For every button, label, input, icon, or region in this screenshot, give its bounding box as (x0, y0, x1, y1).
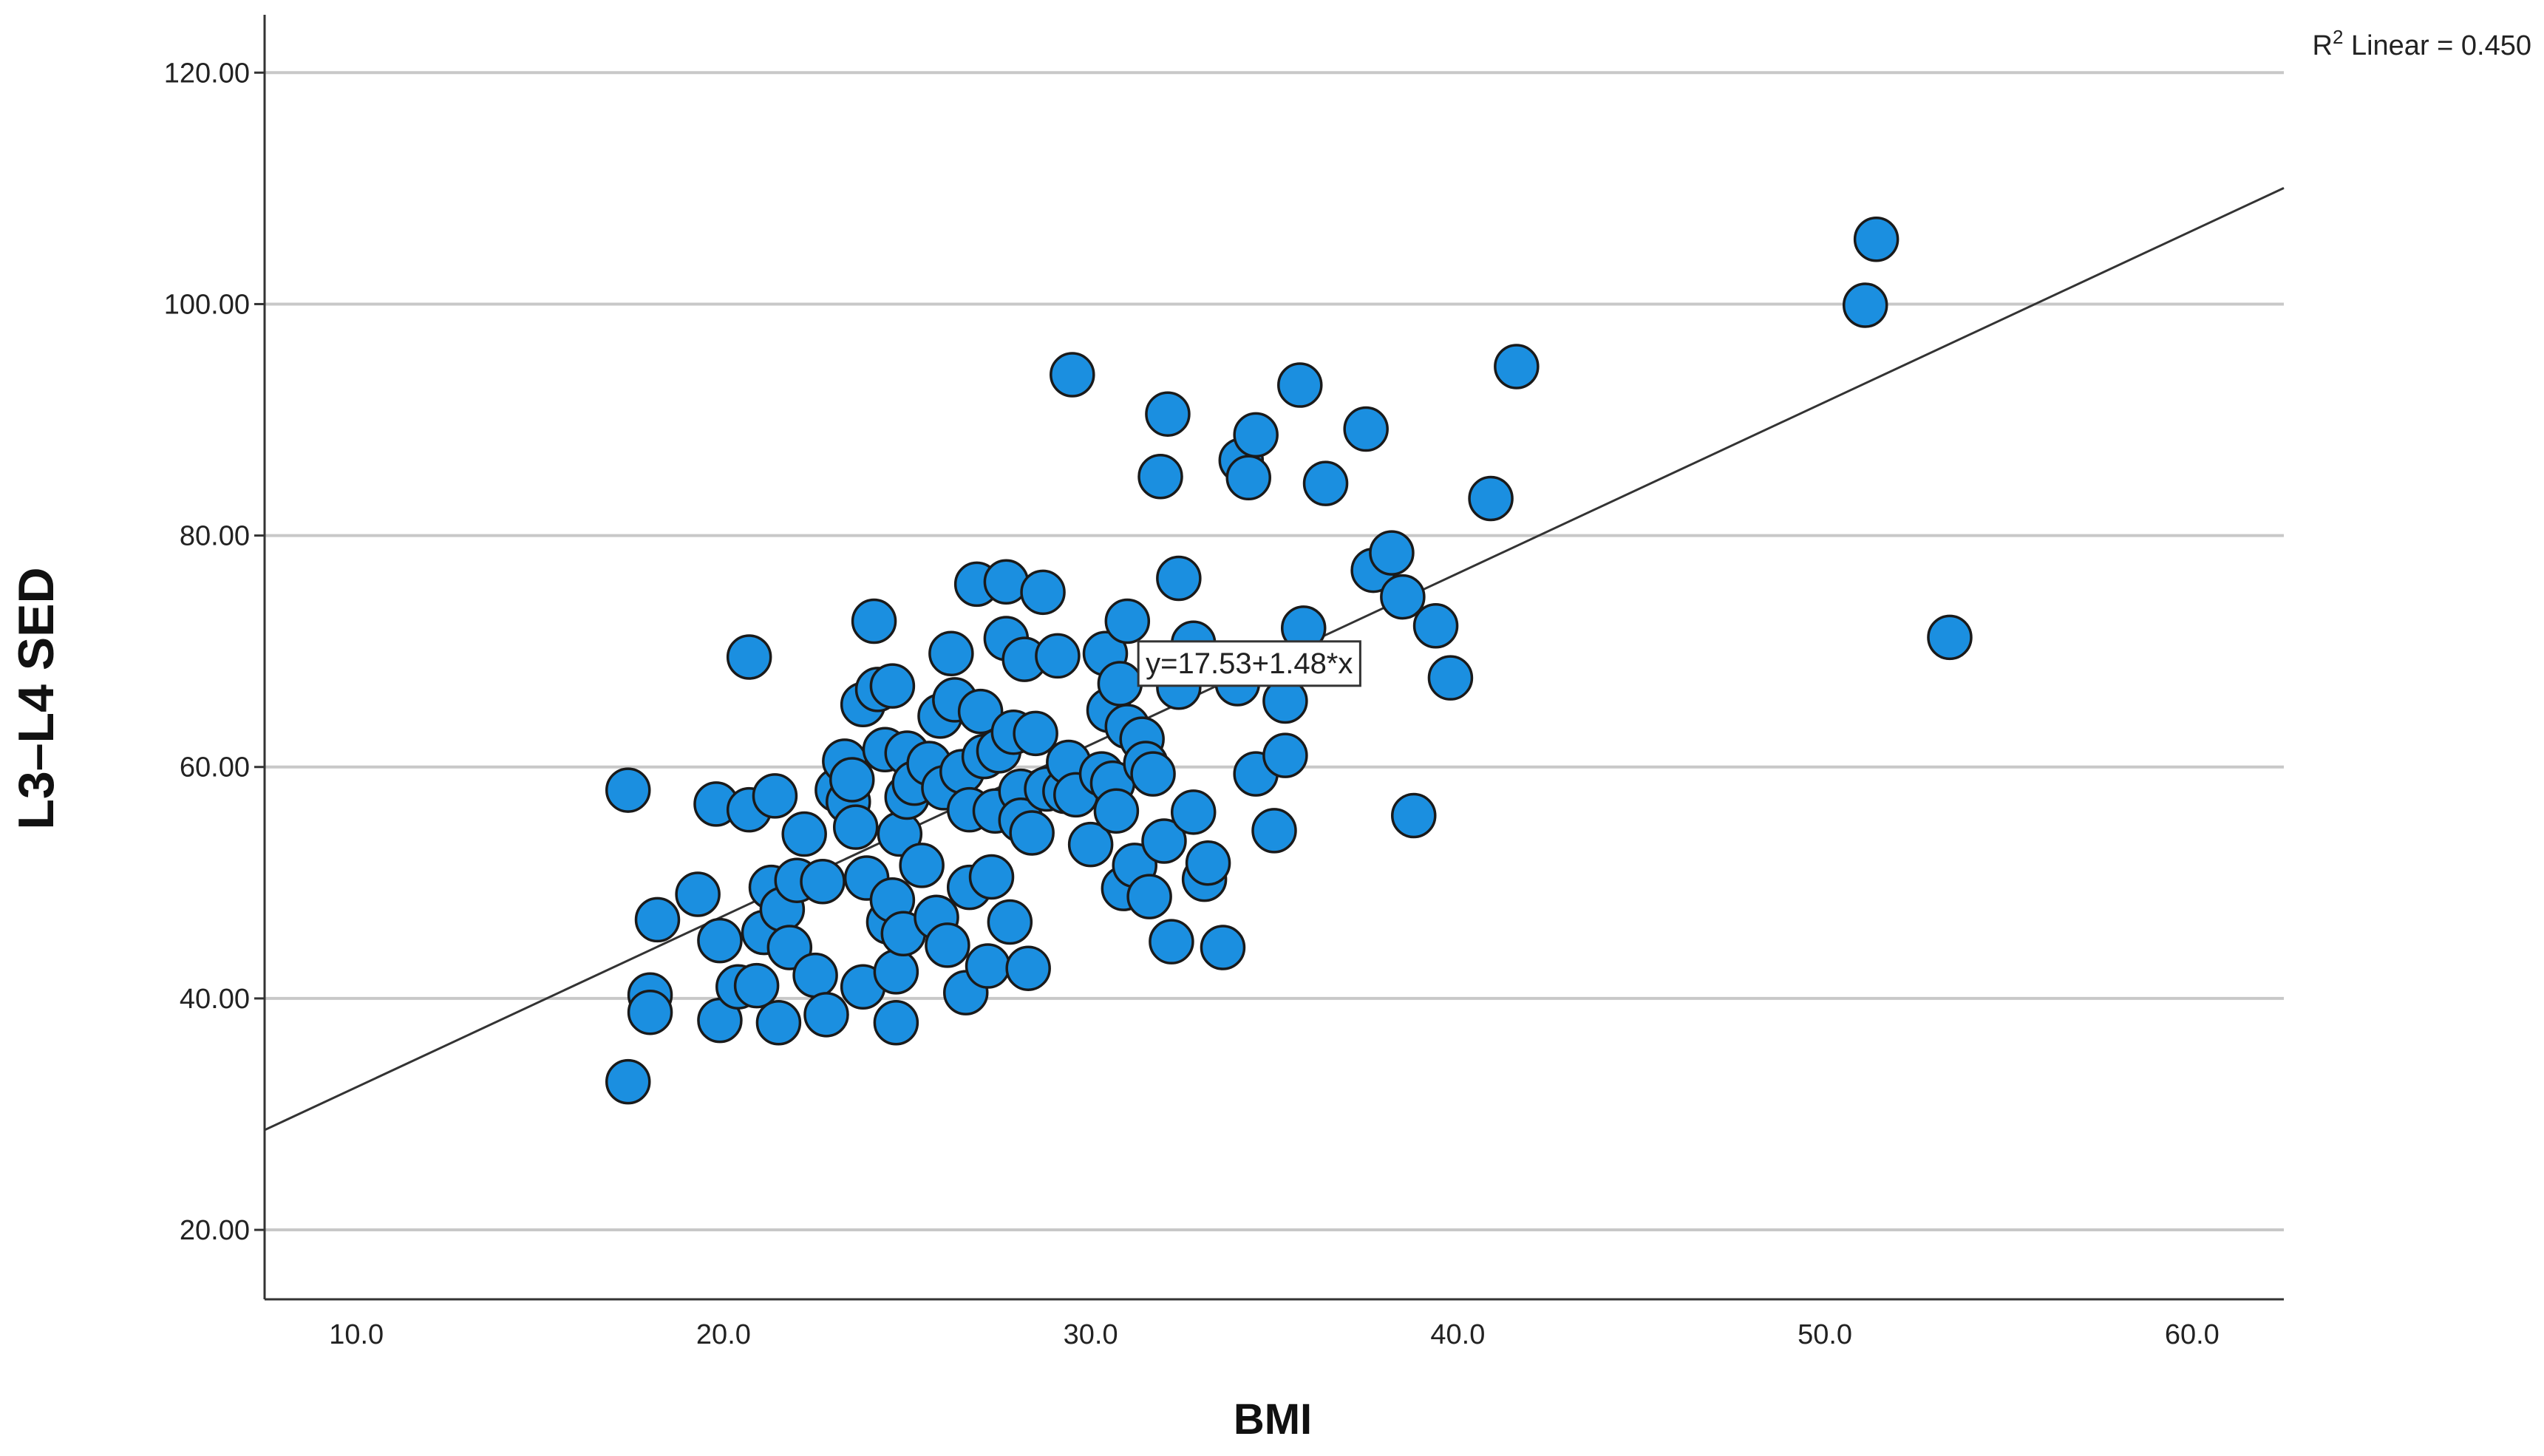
data-point-51 (928, 630, 974, 677)
data-point-100 (1156, 555, 1202, 602)
y-tick-label-2: 60.00 (180, 752, 250, 783)
data-point-71 (1005, 945, 1051, 991)
data-point-118 (1343, 406, 1389, 452)
r2-suffix: Linear = 0.450 (2343, 30, 2531, 61)
y-tick-label-4: 100.00 (164, 289, 250, 320)
data-point-98 (1145, 391, 1191, 437)
data-point-127 (1842, 282, 1888, 328)
data-point-27 (829, 757, 875, 803)
x-tick-label-1: 20.0 (696, 1319, 751, 1350)
fit-equation-box (1137, 640, 1361, 687)
data-point-16 (755, 1000, 802, 1046)
data-point-12 (733, 962, 780, 1009)
y-tick-label-5: 120.00 (164, 58, 250, 89)
data-point-87 (1097, 661, 1143, 707)
data-point-114 (1262, 732, 1308, 778)
data-point-125 (1468, 475, 1514, 522)
r2-superscript: 2 (2333, 26, 2343, 48)
data-point-11 (726, 634, 772, 680)
r2-prefix: R (2312, 30, 2332, 61)
data-point-21 (792, 952, 838, 999)
data-point-8 (697, 917, 743, 964)
data-point-37 (869, 663, 916, 709)
data-point-66 (987, 899, 1033, 945)
data-point-73 (1013, 710, 1058, 757)
data-point-110 (1233, 412, 1279, 458)
data-point-112 (1251, 808, 1297, 854)
data-point-94 (1126, 874, 1172, 919)
data-point-76 (1035, 633, 1081, 679)
data-point-3 (627, 989, 673, 1035)
data-point-0 (605, 1058, 651, 1105)
data-point-106 (1200, 925, 1246, 970)
data-point-102 (1170, 789, 1217, 835)
data-point-79 (1050, 352, 1095, 398)
data-points (605, 217, 1973, 1105)
tick-labels: 20.00 40.00 60.00 80.00 100.00 120.00 10.0 20.0… (164, 58, 2220, 1350)
data-point-97 (1141, 818, 1187, 864)
data-point-121 (1380, 574, 1426, 620)
data-point-120 (1369, 530, 1415, 576)
data-point-50 (925, 922, 970, 968)
data-point-61 (968, 854, 1015, 900)
annotations: BMI L3–L4 SED R2 Linear = 0.450 y=17.53+… (8, 26, 2531, 1443)
data-point-129 (1927, 614, 1973, 661)
data-point-22 (800, 859, 846, 905)
data-point-86 (1093, 788, 1140, 834)
data-point-45 (899, 843, 945, 888)
x-tick-label-0: 10.0 (329, 1319, 384, 1350)
data-point-117 (1302, 460, 1349, 506)
data-point-123 (1412, 602, 1459, 649)
data-point-1 (605, 767, 651, 813)
data-point-126 (1494, 344, 1540, 389)
data-point-38 (873, 1000, 919, 1046)
r2-annotation: R2 Linear = 0.450 (2312, 26, 2531, 61)
x-tick-label-2: 30.0 (1064, 1319, 1118, 1350)
data-point-96 (1137, 453, 1183, 500)
data-point-5 (675, 871, 721, 917)
data-point-15 (752, 773, 798, 819)
x-axis-title: BMI (1234, 1395, 1312, 1443)
data-point-4 (634, 897, 681, 943)
data-point-28 (832, 804, 879, 850)
x-tick-label-3: 40.0 (1430, 1319, 1485, 1350)
data-point-99 (1149, 919, 1194, 965)
data-point-124 (1427, 655, 1474, 701)
data-point-115 (1277, 362, 1323, 408)
data-point-72 (1009, 810, 1055, 856)
y-tick-label-3: 80.00 (180, 521, 250, 552)
fit-equation-label: y=17.53+1.48*x (1146, 647, 1353, 680)
data-point-39 (873, 949, 919, 995)
data-point-128 (1853, 217, 1900, 262)
data-point-105 (1185, 840, 1231, 886)
data-point-20 (781, 811, 827, 857)
data-point-23 (803, 992, 849, 1038)
data-point-58 (957, 688, 1004, 735)
y-tick-label-1: 40.00 (180, 984, 250, 1015)
data-point-95 (1130, 751, 1176, 797)
x-tick-label-4: 50.0 (1798, 1319, 1852, 1350)
y-tick-label-0: 20.00 (180, 1215, 250, 1246)
data-point-109 (1225, 455, 1271, 501)
data-point-122 (1391, 792, 1437, 839)
y-axis-title: L3–L4 SED (8, 567, 64, 829)
data-point-81 (1067, 821, 1114, 868)
x-tick-label-5: 60.0 (2165, 1319, 2220, 1350)
axes (254, 15, 2284, 1301)
data-point-60 (965, 943, 1011, 989)
data-point-90 (1104, 598, 1151, 644)
data-point-32 (851, 598, 897, 644)
data-point-74 (1020, 569, 1066, 616)
